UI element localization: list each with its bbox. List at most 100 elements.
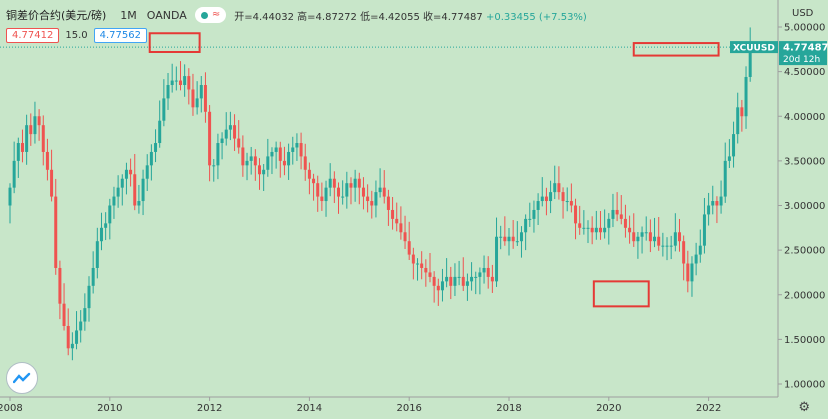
candle-body: [307, 169, 311, 179]
candle-body: [636, 236, 640, 242]
candle-body: [79, 321, 83, 331]
candle-body: [603, 227, 607, 233]
quote-bar: 4.77412 15.0 4.77562: [6, 28, 147, 43]
low-label: 低=: [360, 11, 379, 23]
candle-body: [694, 254, 698, 264]
candle-body: [16, 143, 20, 161]
gear-icon[interactable]: ⚙: [798, 400, 810, 415]
candle-body: [145, 165, 149, 179]
candle-body: [723, 160, 727, 197]
candle-body: [707, 205, 711, 215]
y-tick-label: 5.00000: [784, 23, 825, 34]
buy-price-button[interactable]: 4.77562: [93, 28, 147, 43]
candle-body: [574, 205, 578, 224]
candle-body: [623, 218, 627, 228]
candle-body: [54, 196, 58, 268]
candle-body: [278, 147, 282, 161]
candle-body: [75, 330, 79, 344]
candle-body: [511, 236, 515, 242]
candle-body: [515, 241, 519, 243]
tradingview-logo-icon[interactable]: [6, 362, 38, 394]
x-tick-label: 2018: [496, 403, 521, 414]
symbol-title[interactable]: 铜差价合约(美元/磅): [6, 9, 107, 22]
x-tick-label: 2008: [0, 403, 23, 414]
x-tick-label: 2010: [97, 403, 122, 414]
candle-body: [424, 267, 428, 273]
candle-body: [478, 272, 482, 277]
candle-body: [519, 232, 523, 242]
candle-body: [386, 196, 390, 210]
candle-body: [744, 76, 748, 117]
candle-body: [391, 209, 395, 219]
candle-body: [420, 263, 424, 268]
candle-body: [249, 156, 253, 161]
candle-body: [258, 165, 261, 175]
candle-body: [291, 147, 295, 152]
candle-body: [698, 245, 702, 255]
price-tag-countdown: 20d 12h: [783, 55, 820, 65]
candle-body: [598, 227, 602, 233]
candle-body: [266, 156, 270, 170]
open-value: 4.44032: [252, 11, 294, 23]
candle-body: [465, 281, 469, 286]
candle-body: [195, 98, 199, 108]
sell-price-button[interactable]: 4.77412: [6, 28, 60, 43]
market-status-pill[interactable]: ≈: [194, 7, 227, 23]
candle-body: [25, 125, 29, 152]
candle-body: [715, 201, 719, 206]
candle-body: [324, 187, 328, 202]
candle-body: [133, 174, 137, 206]
candle-body: [507, 236, 511, 242]
candle-body: [220, 138, 224, 144]
candle-body: [432, 276, 436, 286]
candle-body: [349, 183, 353, 188]
candle-body: [673, 232, 677, 246]
candle-body: [170, 80, 174, 86]
candle-body: [104, 223, 108, 228]
candle-body: [158, 120, 162, 144]
candle-body: [58, 267, 62, 304]
candle-body: [253, 156, 257, 166]
candle-body: [224, 129, 228, 139]
candle-body: [237, 138, 241, 148]
candle-body: [561, 192, 565, 202]
candle-body: [686, 263, 690, 282]
change-value: +0.33455 (+7.53%): [485, 11, 587, 23]
candle-body: [353, 178, 357, 188]
market-open-dot-icon: [200, 11, 208, 19]
high-label: 高=: [297, 11, 316, 23]
candle-body: [549, 192, 553, 202]
candle-body: [357, 178, 361, 188]
candle-body: [95, 241, 99, 268]
candle-body: [120, 178, 124, 188]
candle-body: [611, 209, 615, 219]
candle-body: [682, 241, 686, 264]
candle-body: [553, 183, 557, 193]
candle-body: [183, 76, 187, 86]
candle-body: [332, 178, 336, 188]
candle-body: [178, 80, 182, 86]
candle-body: [470, 276, 474, 282]
candle-body: [486, 267, 490, 277]
candle-body: [141, 178, 145, 202]
candle-body: [8, 187, 12, 206]
candle-body: [607, 218, 611, 228]
candle-body: [208, 111, 212, 166]
y-tick-label: 3.50000: [784, 156, 825, 167]
candle-body: [370, 201, 374, 206]
candle-body: [690, 263, 694, 282]
candle-body: [361, 187, 365, 197]
candle-body: [677, 232, 681, 242]
candle-body: [282, 160, 286, 166]
y-tick-label: 2.50000: [784, 246, 825, 257]
timeframe-label[interactable]: 1M: [120, 8, 137, 22]
candle-body: [416, 263, 420, 265]
candle-body: [162, 98, 166, 121]
candle-body: [474, 276, 478, 278]
y-tick-label: 4.50000: [784, 67, 825, 78]
candle-body: [628, 227, 632, 233]
candle-body: [270, 151, 274, 157]
candle-body: [665, 245, 669, 247]
